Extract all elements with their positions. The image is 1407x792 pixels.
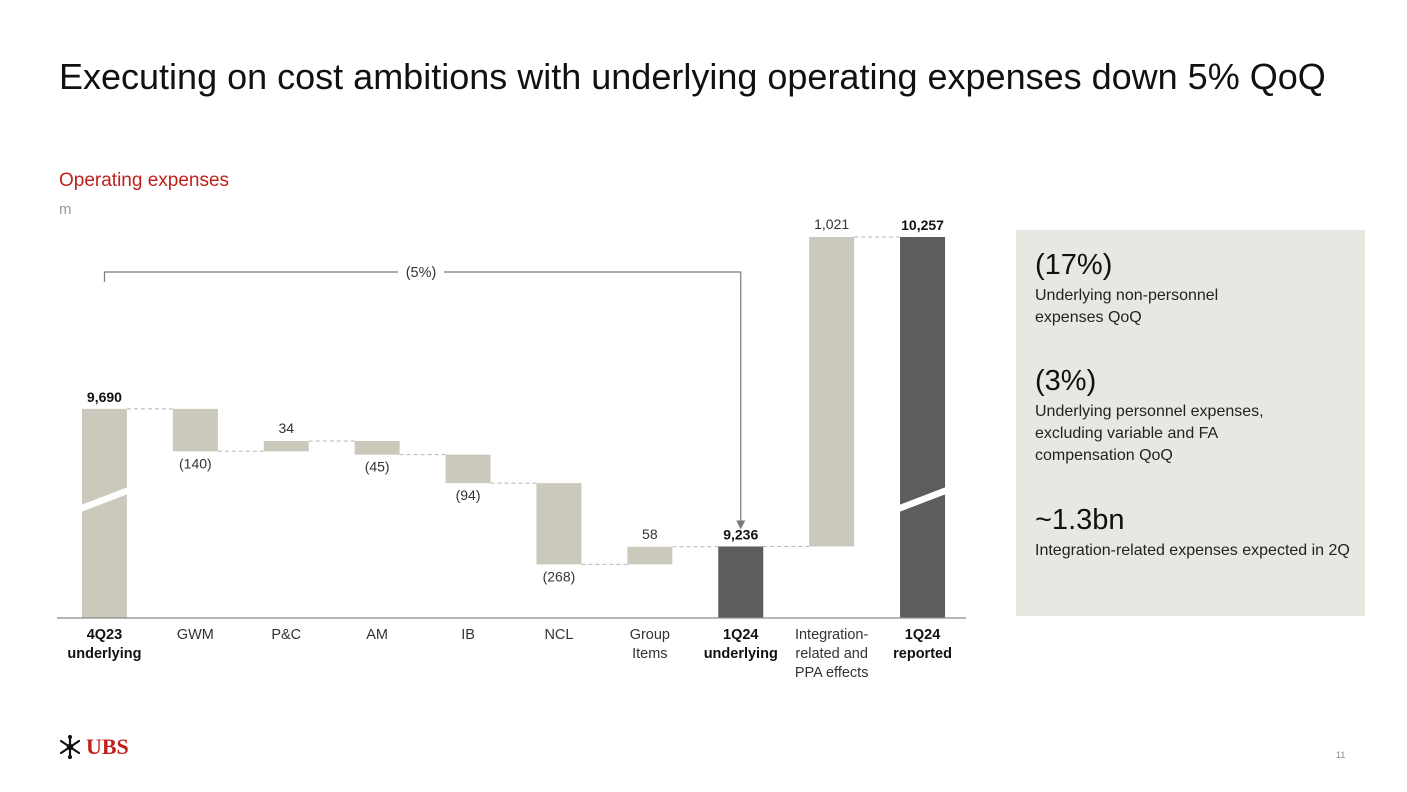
bar-4q23-underlying	[81, 408, 127, 618]
chart-unit: m	[59, 201, 72, 218]
ubs-logo: UBS	[58, 734, 129, 760]
waterfall-chart: 9,690 (140) 34 (45) (94) (268) 58 9,236 1,021 10,…	[57, 216, 966, 681]
category-label: IB	[461, 627, 475, 643]
kpi-value: (3%)	[1035, 365, 1097, 397]
category-label: NCL	[544, 627, 573, 643]
kpi-item-integration: ~1.3bn Integration-related expenses expe…	[1035, 503, 1350, 562]
data-label: (94)	[456, 487, 481, 503]
ubs-logo-text: UBS	[86, 734, 129, 759]
bar-ncl	[536, 483, 582, 565]
bar-gwm	[172, 408, 218, 452]
bracket-line	[103, 271, 398, 282]
axis-break-mark	[80, 487, 128, 512]
category-label: P&C	[271, 627, 301, 643]
category-label: related and	[795, 646, 868, 662]
bar-am	[354, 440, 400, 455]
data-label: (45)	[365, 459, 390, 475]
kpi-value: (17%)	[1035, 249, 1113, 281]
axis-break-mark	[899, 487, 947, 512]
data-label: 58	[642, 526, 658, 542]
kpi-item-personnel: (3%) Underlying personnel expenses, excl…	[1035, 364, 1305, 467]
page-title: Executing on cost ambitions with underly…	[59, 56, 1326, 97]
data-label: 9,236	[723, 526, 758, 542]
bar-ib	[445, 454, 491, 484]
bar-p-c	[263, 440, 309, 452]
category-label: GWM	[177, 627, 214, 643]
bar-group-items	[627, 546, 673, 565]
page-number: 11	[1336, 750, 1346, 760]
category-label: AM	[366, 627, 388, 643]
data-label: (140)	[179, 455, 212, 471]
bracket-arrow	[736, 520, 746, 530]
bracket-annotation: (5%)	[406, 265, 437, 281]
category-label: reported	[893, 646, 952, 662]
category-label: underlying	[704, 646, 778, 662]
bar-1q24-underlying	[718, 546, 764, 618]
data-label: 1,021	[814, 216, 849, 232]
bracket-line	[444, 271, 742, 521]
kpi-description: Underlying personnel expenses, excluding…	[1035, 403, 1264, 464]
bar-integration-related-and-ppa-effects	[809, 237, 855, 547]
category-label: 4Q23	[87, 627, 122, 643]
kpi-description: Integration-related expenses expected in…	[1035, 542, 1350, 559]
category-label: PPA effects	[795, 665, 869, 681]
data-label: (268)	[543, 568, 576, 584]
data-label: 10,257	[901, 217, 944, 233]
kpi-panel: (17%) Underlying non-personnel expenses …	[1016, 230, 1365, 616]
kpi-value: ~1.3bn	[1035, 504, 1125, 536]
category-label: 1Q24	[905, 627, 940, 643]
data-label: 9,690	[87, 389, 122, 405]
keys-icon	[59, 734, 81, 760]
data-label: 34	[278, 420, 294, 436]
category-label: 1Q24	[723, 627, 758, 643]
category-label: underlying	[67, 646, 141, 662]
category-label: Group	[630, 627, 670, 643]
bar-1q24-reported	[900, 237, 946, 618]
category-label: Integration-	[795, 627, 869, 643]
category-label: Items	[632, 646, 667, 662]
kpi-item-non-personnel: (17%) Underlying non-personnel expenses …	[1035, 248, 1275, 329]
kpi-description: Underlying non-personnel expenses QoQ	[1035, 287, 1219, 326]
chart-subtitle: Operating expenses	[59, 170, 230, 191]
